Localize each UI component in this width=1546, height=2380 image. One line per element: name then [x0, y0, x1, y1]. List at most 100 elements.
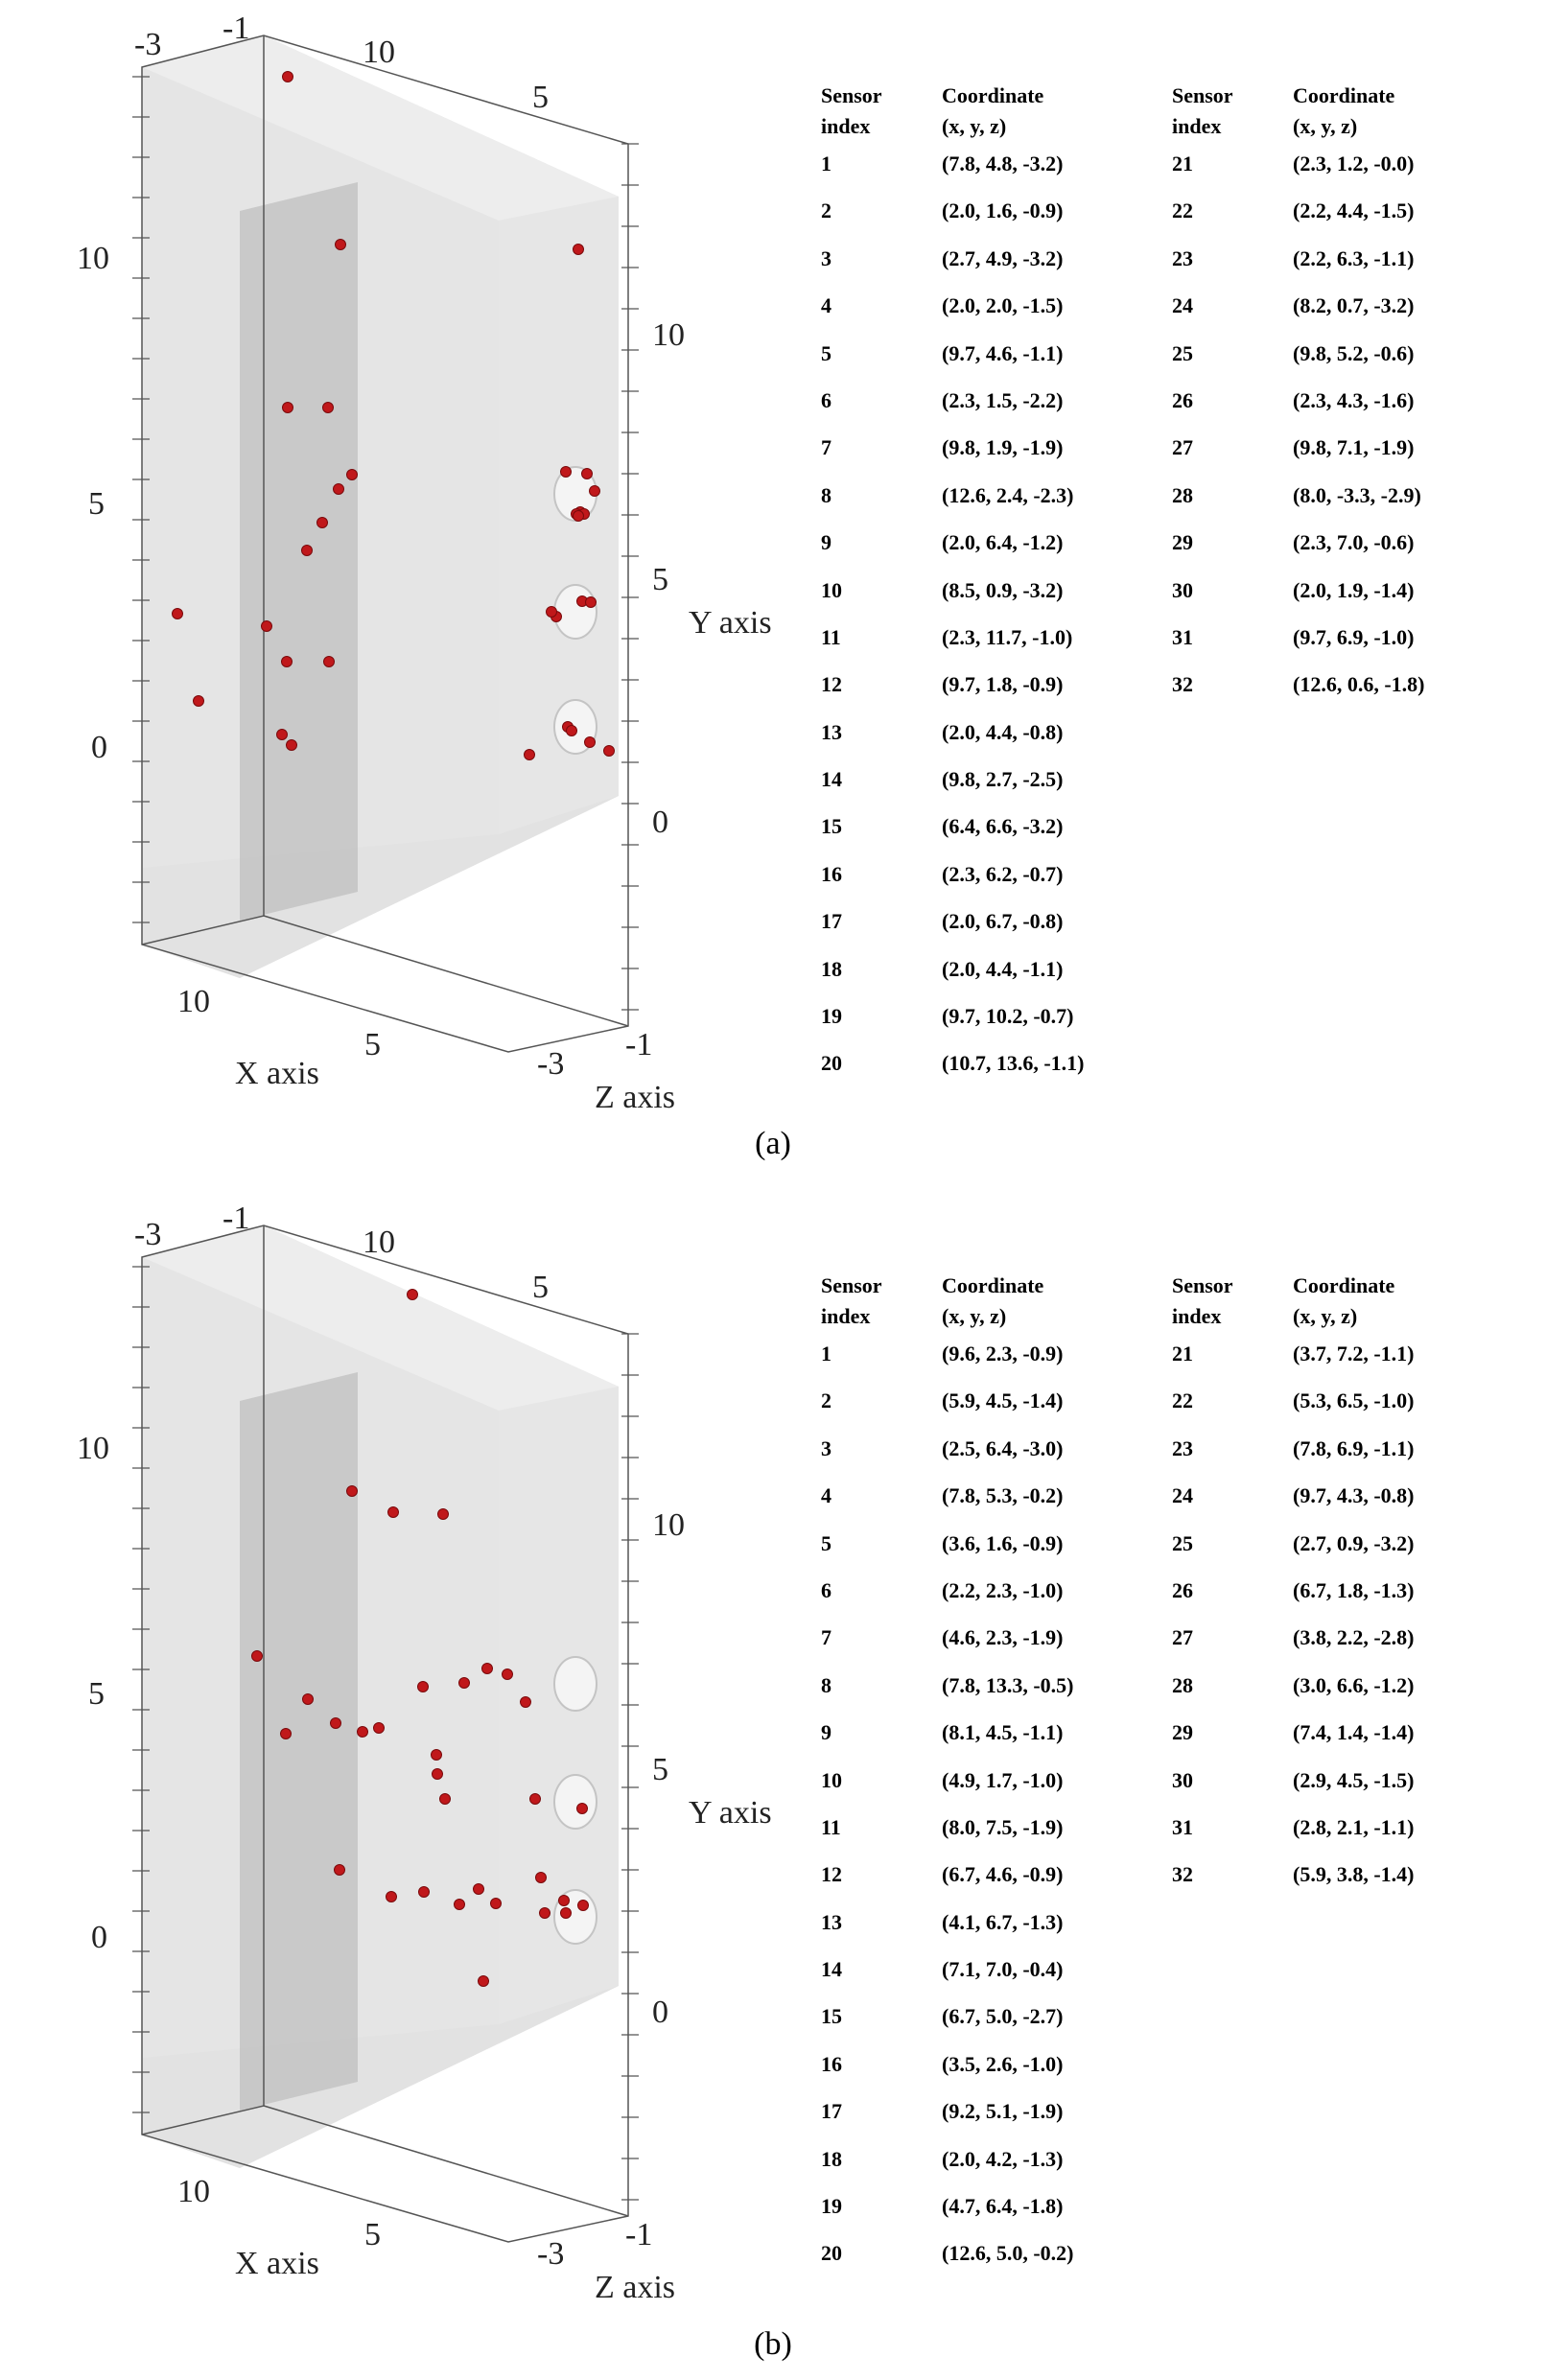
table-row: 27 (9.8, 7.1, -1.9)	[1172, 426, 1536, 473]
table-row: 19 (4.7, 6.4, -1.8)	[821, 2184, 1185, 2231]
tick-label: 5	[532, 80, 549, 115]
sensor-index: 6	[821, 387, 832, 412]
tick-label: 5	[364, 2217, 381, 2252]
sensor-index: 31	[1172, 624, 1193, 649]
sensor-index: 1	[821, 152, 832, 175]
table-row: 16 (2.3, 6.2, -0.7)	[821, 852, 1185, 899]
sensor-coordinate: (9.7, 4.3, -0.8)	[1293, 1483, 1415, 1508]
sensor-coordinate: (9.7, 10.2, -0.7)	[942, 1004, 1074, 1029]
inner-channel	[240, 1372, 358, 2111]
sensor-index: 17	[821, 2099, 842, 2124]
z-axis-label: Z axis	[595, 1080, 675, 1115]
sensor-coordinate: (2.3, 1.5, -2.2)	[942, 387, 1064, 412]
tick-label: 0	[652, 1995, 668, 2030]
panel-a: -3 -1 10 5 10 5 0 10 5 0 10 5 -3 -1 X axis Y axis Z axis…	[77, 11, 1531, 1161]
table-row: 10 (4.9, 1.7, -1.0)	[821, 1759, 1185, 1806]
tick-label: -1	[625, 2217, 652, 2252]
table-row: 4 (7.8, 5.3, -0.2)	[821, 1474, 1185, 1521]
sensor-index: 5	[821, 1530, 832, 1555]
sensor-marker	[282, 71, 293, 82]
sensor-marker	[373, 1722, 385, 1734]
sensor-index: 1	[821, 1342, 832, 1365]
sensor-index: 10	[821, 1767, 842, 1792]
sensor-index: 18	[821, 2146, 842, 2171]
sensor-index: 30	[1172, 577, 1193, 602]
sensor-coordinate: (2.0, 6.4, -1.2)	[942, 530, 1064, 555]
table-header: Sensor index Coordinate (x, y, z)	[1172, 1271, 1536, 1332]
slab-bottom-face	[142, 1986, 619, 2168]
sensor-index: 19	[821, 1004, 842, 1029]
sensor-coordinate: (8.2, 0.7, -3.2)	[1293, 293, 1415, 318]
sensor-marker	[280, 1728, 292, 1739]
table-row: 28 (8.0, -3.3, -2.9)	[1172, 474, 1536, 521]
sensor-marker	[281, 656, 293, 667]
tick-label: 10	[177, 984, 210, 1019]
table-row: 7 (9.8, 1.9, -1.9)	[821, 426, 1185, 473]
table-row: 20 (10.7, 13.6, -1.1)	[821, 1041, 1185, 1088]
sensor-index: 32	[1172, 672, 1193, 697]
sensor-coordinate: (7.8, 4.8, -3.2)	[942, 152, 1064, 175]
sensor-coordinate: (8.0, -3.3, -2.9)	[1293, 482, 1421, 507]
sensor-marker	[539, 1907, 550, 1919]
sensor-marker	[437, 1508, 449, 1520]
sensor-index: 16	[821, 861, 842, 886]
sensor-coordinate: (6.7, 5.0, -2.7)	[942, 2004, 1064, 2029]
table-row: 15 (6.4, 6.6, -3.2)	[821, 805, 1185, 852]
sensor-marker	[589, 485, 600, 497]
sensor-coordinate: (5.9, 4.5, -1.4)	[942, 1388, 1064, 1413]
table-row: 5 (3.6, 1.6, -0.9)	[821, 1522, 1185, 1569]
tick-label: -3	[537, 1046, 564, 1082]
sensor-index: 2	[821, 1388, 832, 1413]
tick-label: -3	[134, 1217, 161, 1252]
bounding-box-edge	[263, 2105, 629, 2217]
table-header: Sensor index Coordinate (x, y, z)	[821, 1271, 1185, 1332]
sensor-index: 31	[1172, 1814, 1193, 1839]
sensor-index: 11	[821, 1814, 841, 1839]
sensor-coordinate: (6.7, 4.6, -0.9)	[942, 1862, 1064, 1887]
sensor-index: 7	[821, 435, 832, 460]
sensor-marker	[387, 1506, 399, 1518]
panel-b: -3 -1 10 5 10 5 0 10 5 0 10 5 -3 -1 X axis Y axis Z axis…	[0, 1190, 1546, 2380]
table-left-column: Sensor index Coordinate (x, y, z) 1 (7.8,…	[821, 81, 1185, 1089]
header-sensor-index: Sensor index	[1172, 83, 1233, 138]
table-row: 13 (2.0, 4.4, -0.8)	[821, 711, 1185, 758]
sensor-plot-a: -3 -1 10 5 10 5 0 10 5 0 10 5 -3 -1 X axis Y axis Z axis	[77, 11, 772, 1115]
tick-label: 10	[652, 317, 685, 353]
sensor-marker	[573, 244, 584, 255]
tick-label: 5	[532, 1270, 549, 1305]
table-row: 2 (2.0, 1.6, -0.9)	[821, 189, 1185, 236]
sensor-index: 26	[1172, 387, 1193, 412]
sensor-marker	[407, 1289, 418, 1300]
sensor-coordinate: (3.0, 6.6, -1.2)	[1293, 1672, 1415, 1697]
header-coordinate: Coordinate (x, y, z)	[942, 1273, 1044, 1328]
table-row: 2 (5.9, 4.5, -1.4)	[821, 1379, 1185, 1426]
table-row: 3 (2.7, 4.9, -3.2)	[821, 237, 1185, 284]
sensor-index: 21	[1172, 152, 1193, 175]
sensor-coordinate: (8.1, 4.5, -1.1)	[942, 1720, 1064, 1745]
slab-side-face	[499, 1387, 619, 2024]
sensor-marker	[576, 1803, 588, 1814]
sensor-coordinate: (2.3, 11.7, -1.0)	[942, 624, 1073, 649]
sensor-table-a: Sensor index Coordinate (x, y, z) 1 (7.8,…	[821, 81, 1531, 1097]
sensor-coordinate: (9.8, 2.7, -2.5)	[942, 767, 1064, 792]
sensor-marker	[584, 736, 596, 748]
sensor-coordinate: (12.6, 2.4, -2.3)	[942, 482, 1074, 507]
figure-caption: (a)	[755, 1126, 791, 1161]
sensor-index: 11	[821, 624, 841, 649]
table-row: 14 (7.1, 7.0, -0.4)	[821, 1948, 1185, 1995]
sensor-index: 5	[821, 340, 832, 365]
slab-side-face	[499, 197, 619, 834]
tick-label: 0	[91, 730, 107, 765]
table-row: 23 (2.2, 6.3, -1.1)	[1172, 237, 1536, 284]
sensor-marker	[301, 545, 313, 556]
tick-label: 10	[77, 241, 109, 276]
table-row: 6 (2.2, 2.3, -1.0)	[821, 1569, 1185, 1616]
sensor-index: 18	[821, 956, 842, 981]
table-row: 1 (9.6, 2.3, -0.9)	[821, 1332, 1185, 1379]
sensor-marker	[481, 1663, 493, 1674]
sensor-index: 29	[1172, 530, 1193, 555]
sensor-marker	[322, 402, 334, 413]
sensor-index: 25	[1172, 1530, 1193, 1555]
tick-label: 10	[77, 1431, 109, 1466]
sensor-marker	[316, 517, 328, 528]
